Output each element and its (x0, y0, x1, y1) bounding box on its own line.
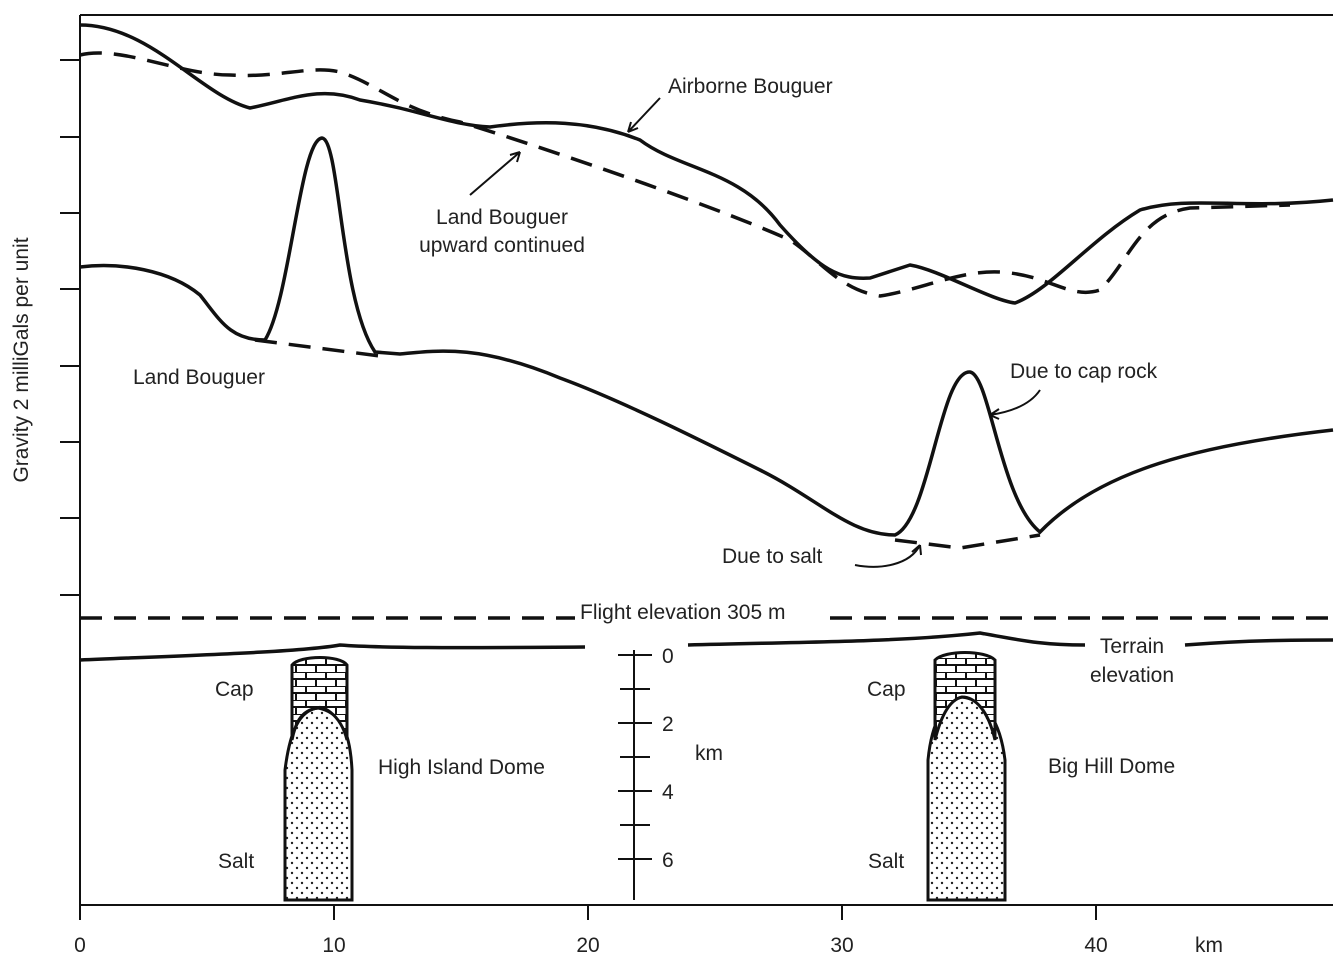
x-tick-label: 0 (74, 934, 86, 957)
label: Salt (218, 850, 254, 873)
frame (60, 14, 1333, 906)
label: Salt (868, 850, 904, 873)
label: Big Hill Dome (1048, 755, 1175, 778)
regional-dashed (254, 338, 1041, 550)
land-bouguer (79, 136, 1334, 537)
label: Due to cap rock (1010, 360, 1158, 383)
label: Cap (215, 678, 254, 701)
depth-tick-label: 0 (662, 645, 674, 668)
label: upward continued (419, 234, 585, 257)
label: Cap (867, 678, 906, 701)
domes (283, 651, 1007, 902)
x-tick-label: 20 (576, 934, 599, 957)
depth-tick-label: 4 (662, 781, 674, 804)
label: elevation (1090, 664, 1174, 687)
depth-tick-label: 2 (662, 713, 674, 736)
label: Flight elevation 305 m (580, 601, 785, 624)
arrows (469, 97, 1041, 568)
y-axis-label: Gravity 2 milliGals per unit (10, 237, 33, 482)
upward-continued (79, 51, 1291, 298)
depth-tick-label: 6 (662, 849, 674, 872)
label: Terrain (1100, 635, 1164, 658)
x-tick-label: 10 (322, 934, 345, 957)
label: Airborne Bouguer (668, 75, 833, 98)
label: Land Bouguer (133, 366, 265, 389)
label: High Island Dome (378, 756, 545, 779)
label: Due to salt (722, 545, 823, 568)
label: Land Bouguer (436, 206, 568, 229)
airborne-bouguer (79, 23, 1334, 305)
x-unit: km (1195, 934, 1223, 957)
depth-unit: km (695, 742, 723, 765)
x-tick-label: 30 (830, 934, 853, 957)
x-tick-label: 40 (1084, 934, 1107, 957)
terrain (79, 631, 1334, 662)
